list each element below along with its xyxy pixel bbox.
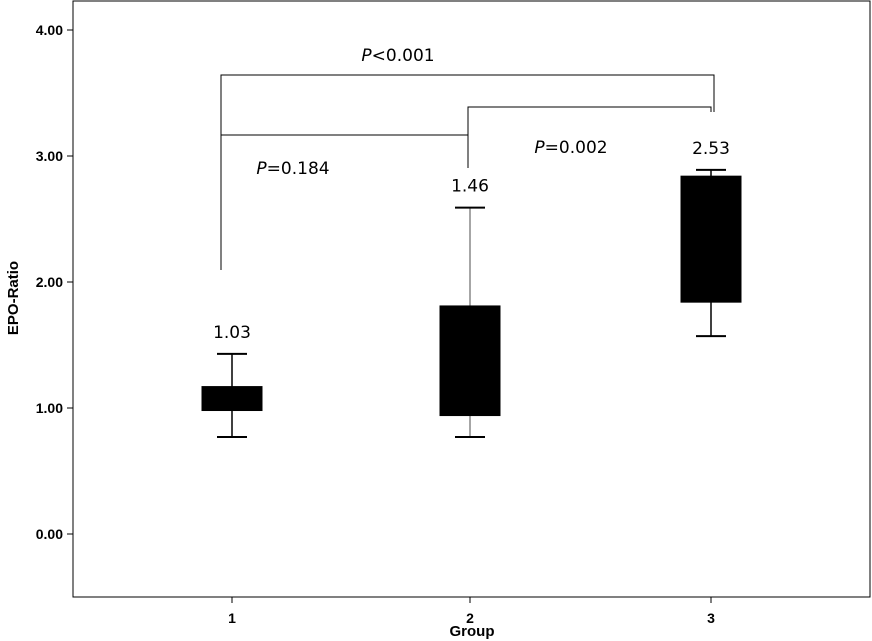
- x-tick-label: 1: [228, 610, 236, 626]
- p-value: <0.001: [372, 46, 435, 66]
- p-symbol: P: [534, 138, 545, 158]
- p-value-label: P<0.001: [361, 46, 434, 66]
- box-value-label: 1.46: [451, 177, 489, 197]
- y-tick-label: 4.00: [36, 22, 63, 38]
- iqr-box: [439, 305, 501, 417]
- plot-area-frame: [72, 0, 871, 598]
- y-tick-label: 0.00: [36, 526, 63, 542]
- box-value-label: 2.53: [692, 139, 730, 159]
- y-axis: 0.00 1.00 2.00 3.00 4.00: [36, 22, 73, 542]
- x-tick-label: 3: [707, 610, 715, 626]
- y-tick-label: 2.00: [36, 274, 63, 290]
- p-value-label: P=0.002: [534, 138, 607, 158]
- x-axis: 1 2 3: [228, 597, 715, 626]
- p-value-label: P=0.184: [256, 159, 329, 179]
- p-value: =0.002: [545, 138, 608, 158]
- p-value: =0.184: [267, 159, 330, 179]
- iqr-box: [680, 175, 742, 303]
- x-axis-title: Group: [450, 623, 495, 640]
- p-symbol: P: [256, 159, 267, 179]
- box-group-1: 1.03: [201, 323, 263, 438]
- x-axis-ticks: 1 2 3: [228, 597, 715, 626]
- box-value-label: 1.03: [213, 323, 251, 343]
- box-group-2: 1.46: [439, 177, 501, 438]
- bracket-1-3: [220, 74, 715, 270]
- iqr-box: [201, 386, 263, 412]
- bracket-1-2: [221, 134, 469, 168]
- p-symbol: P: [361, 46, 372, 66]
- boxes: 1.03 1.46 2.53: [201, 139, 742, 438]
- y-axis-title: EPO-Ratio: [5, 261, 22, 335]
- y-tick-label: 1.00: [36, 400, 63, 416]
- x-tick-label: 2: [466, 610, 474, 626]
- bracket-2-3: [467, 106, 712, 135]
- y-axis-ticks: 0.00 1.00 2.00 3.00 4.00: [36, 22, 73, 542]
- y-tick-label: 3.00: [36, 148, 63, 164]
- box-group-3: 2.53: [680, 139, 742, 338]
